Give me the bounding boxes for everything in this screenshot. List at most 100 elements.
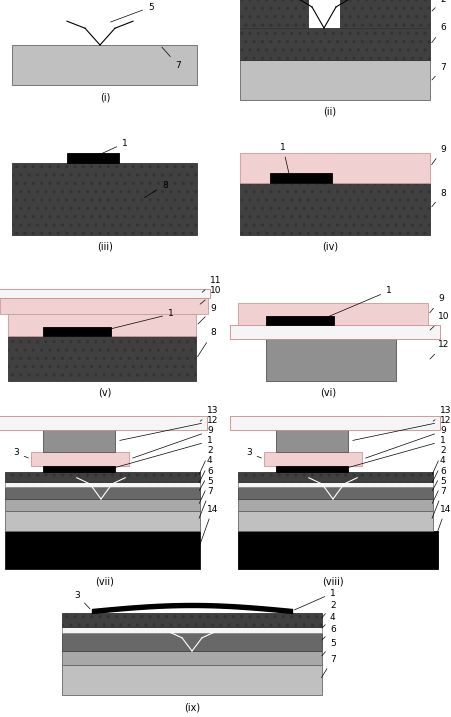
Text: (viii): (viii) [322,576,343,586]
Text: (i): (i) [100,92,110,102]
Text: 3: 3 [245,449,261,458]
Text: (vi): (vi) [319,388,336,398]
Text: (iii): (iii) [97,242,113,252]
Bar [31,452,129,466]
Bar [238,499,432,511]
Text: 10: 10 [429,313,448,330]
Bar [276,430,347,452]
Bar [230,325,439,339]
Bar [5,487,199,499]
Text: 5: 5 [431,477,445,503]
Text: 1: 1 [294,589,335,610]
Text: 13: 13 [432,407,451,422]
Text: 5: 5 [110,2,153,22]
Text: 4: 4 [199,457,212,483]
Bar [238,482,432,487]
Text: 1: 1 [112,437,212,468]
Bar [239,28,429,60]
Bar [276,466,347,472]
Bar [238,511,432,531]
Bar [12,45,197,85]
Bar [43,430,115,452]
Text: 14: 14 [431,505,451,547]
Bar [62,651,321,665]
Bar [43,466,115,472]
Text: 8: 8 [144,181,167,198]
Text: (ix): (ix) [184,702,200,712]
Text: 8: 8 [431,189,445,206]
Text: 6: 6 [199,467,212,490]
Bar [5,531,199,569]
Bar [339,0,429,28]
Text: 11: 11 [202,277,221,293]
Bar [5,472,199,482]
Text: 9: 9 [365,427,445,458]
Text: 7: 7 [198,487,212,518]
Text: 7: 7 [431,64,445,80]
Text: 2: 2 [199,447,212,475]
Text: 13: 13 [200,407,218,422]
Bar [0,289,210,298]
Text: 7: 7 [321,655,335,678]
Bar [5,499,199,511]
Bar [5,482,199,487]
Text: 14: 14 [198,505,218,547]
Bar [238,303,427,325]
Text: 5: 5 [321,639,335,656]
Bar [239,0,307,28]
Bar [238,531,437,569]
Bar [62,633,321,651]
Bar [62,665,321,695]
Bar [8,336,196,381]
Text: 1: 1 [279,143,289,175]
Text: 1: 1 [101,310,173,331]
Bar [0,416,207,430]
Text: (iv): (iv) [321,242,337,252]
Text: 12: 12 [429,341,448,359]
Text: 1: 1 [345,437,445,468]
Bar [67,153,119,163]
Text: 6: 6 [321,625,335,640]
Bar [239,153,429,183]
Text: (v): (v) [98,388,111,398]
Bar [8,314,196,336]
Text: 6: 6 [431,467,445,490]
Bar [263,452,361,466]
Text: 1: 1 [94,138,128,157]
Bar [62,613,321,627]
Text: 3: 3 [13,449,28,458]
Text: 2: 2 [431,0,445,11]
Bar [239,60,429,100]
Text: 2: 2 [431,447,445,475]
Bar [265,316,333,325]
Text: 1: 1 [320,287,391,320]
Bar [62,627,321,633]
Text: 6: 6 [431,24,445,43]
Text: 4: 4 [321,612,335,628]
Bar [5,511,199,531]
Bar [43,327,111,336]
Text: 3: 3 [74,591,90,609]
Bar [269,173,331,183]
Text: 7: 7 [431,487,445,518]
Bar [12,163,197,235]
Text: 12: 12 [120,417,218,440]
Text: 10: 10 [200,287,221,304]
Text: 7: 7 [161,47,180,70]
Bar [239,183,429,235]
Bar [265,339,395,381]
Text: 9: 9 [198,305,215,324]
Text: 12: 12 [352,417,451,440]
Bar [0,298,207,314]
Text: 9: 9 [429,295,443,313]
Bar [230,416,439,430]
Text: 2: 2 [321,601,335,618]
Text: 4: 4 [431,457,445,483]
Text: 9: 9 [431,145,445,165]
Text: 5: 5 [199,477,212,503]
Text: 8: 8 [197,328,215,356]
Bar [238,487,432,499]
Text: (ii): (ii) [323,107,336,117]
Text: (vii): (vii) [95,576,114,586]
Text: 9: 9 [132,427,212,458]
